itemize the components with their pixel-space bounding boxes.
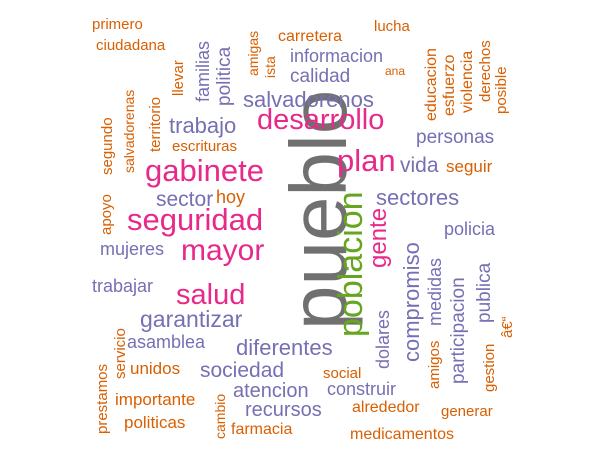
word-special-char: â€“ [499, 316, 516, 338]
word-participacion: participacion [448, 277, 469, 384]
word-carretera: carretera [278, 28, 343, 45]
word-unidos: unidos [130, 359, 181, 378]
word-desarrollo: desarrollo [257, 104, 385, 136]
word-ciudadana: ciudadana [96, 37, 166, 54]
word-gabinete: gabinete [145, 153, 264, 188]
word-vida: vida [400, 154, 439, 177]
word-posible: posible [493, 66, 510, 114]
word-medicamentos: medicamentos [350, 426, 455, 443]
word-mayor: mayor [181, 234, 265, 267]
word-importante: importante [115, 390, 196, 409]
word-amigas: amigas [245, 30, 261, 76]
word-escrituras: escrituras [172, 138, 238, 155]
word-poblacion: poblacion [332, 191, 370, 337]
word-recursos: recursos [245, 399, 322, 421]
word-construir: construir [327, 379, 397, 399]
word-apoyo: apoyo [98, 194, 115, 235]
word-plan: plan [337, 143, 396, 178]
word-prestamos: prestamos [94, 363, 111, 434]
word-politicas: politicas [124, 413, 186, 432]
word-informacion: informacion [290, 46, 384, 66]
word-territorio: territorio [147, 96, 164, 152]
word-seguir: seguir [446, 157, 493, 176]
word-sector: sector [156, 188, 214, 211]
word-cambio: cambio [212, 393, 228, 439]
word-ista: ista [262, 56, 278, 78]
word-lucha: lucha [374, 18, 410, 35]
word-primero: primero [92, 16, 143, 33]
word-esfuerzo: esfuerzo [441, 54, 458, 116]
word-violencia: violencia [459, 50, 476, 113]
word-sectores: sectores [376, 185, 460, 210]
word-llevar: llevar [170, 60, 187, 96]
word-calidad: calidad [290, 66, 351, 87]
word-alrededor: alrededor [352, 399, 420, 416]
word-social: social [323, 365, 362, 382]
word-gente: gente [365, 207, 392, 268]
word-segundo: segundo [99, 117, 116, 175]
word-policia: policia [444, 219, 496, 239]
word-educacion: educacion [423, 48, 440, 121]
word-mujeres: mujeres [100, 239, 165, 259]
word-asamblea: asamblea [127, 332, 206, 352]
word-farmacia: farmacia [231, 421, 293, 438]
word-seguridad: seguridad [127, 202, 264, 237]
word-gestion: gestion [481, 343, 498, 392]
word-hoy: hoy [216, 187, 246, 207]
word-garantizar: garantizar [140, 306, 243, 332]
word-publica: publica [474, 262, 495, 323]
word-trabajar: trabajar [92, 276, 154, 296]
word-ana: ana [385, 64, 406, 78]
word-medidas: medidas [425, 257, 445, 326]
word-servicio: servicio [112, 328, 129, 379]
word-salud: salud [176, 279, 246, 311]
word-politica: politica [214, 46, 235, 106]
word-compromiso: compromiso [399, 242, 424, 362]
word-salvadorenas: salvadorenas [121, 89, 137, 173]
word-derechos: derechos [477, 40, 494, 102]
word-familias: familias [193, 40, 213, 102]
word-salvadorenos: salvadorenos [243, 87, 374, 112]
word-diferentes: diferentes [236, 335, 333, 360]
word-atencion: atencion [233, 380, 309, 402]
word-trabajo: trabajo [169, 113, 237, 138]
word-sociedad: sociedad [200, 359, 285, 382]
word-personas: personas [416, 127, 495, 148]
word-dolares: dolares [373, 309, 393, 369]
word-amigos: amigos [426, 340, 443, 389]
word-generar: generar [441, 403, 493, 420]
